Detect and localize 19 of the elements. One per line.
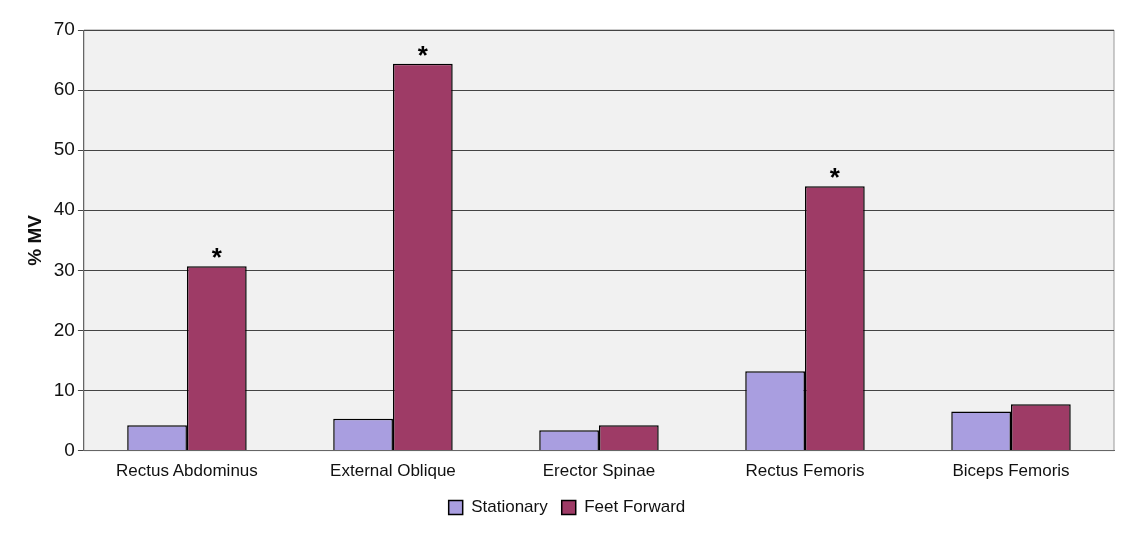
annotation: * [829, 162, 841, 193]
y-tick-label: 50 [53, 138, 75, 160]
y-tick-label: 60 [53, 78, 75, 100]
x-tick-label: Rectus Femoris [745, 461, 865, 481]
y-tick-label: 0 [64, 438, 75, 460]
y-axis-title: % MV [23, 214, 45, 266]
x-tick-label: Rectus Abdominus [116, 461, 258, 481]
y-tick-label: 70 [53, 18, 75, 40]
y-tick-label: 10 [53, 378, 75, 400]
annotation: * [211, 242, 223, 273]
legend-label: Stationary [471, 497, 549, 517]
y-tick-label: 30 [53, 258, 75, 280]
x-tick-label: External Oblique [330, 461, 456, 481]
y-tick-label: 40 [53, 198, 75, 220]
annotation: * [417, 39, 429, 70]
legend-label: Feet Forward [584, 497, 686, 517]
x-tick-label: Biceps Femoris [952, 461, 1070, 481]
x-tick-label: Erector Spinae [542, 461, 656, 481]
y-tick-label: 20 [53, 318, 75, 340]
